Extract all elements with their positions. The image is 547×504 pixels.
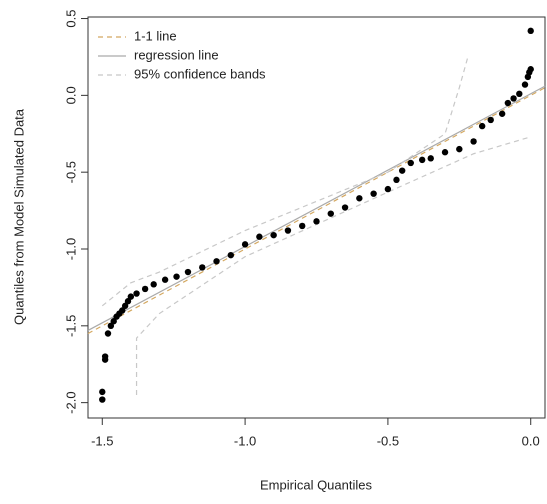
point [161, 276, 169, 283]
x-axis-label: Empirical Quantiles [260, 477, 372, 492]
point [418, 156, 426, 164]
legend-label: regression line [134, 47, 219, 62]
x-tick-label: -1.5 [91, 433, 113, 448]
point [101, 353, 109, 360]
point [99, 388, 106, 396]
point [456, 145, 463, 153]
y-axis-label: Quantiles from Model Simulated Data [11, 108, 26, 325]
series-line [87, 85, 546, 331]
point [133, 290, 140, 297]
series-line [101, 56, 469, 307]
point [284, 227, 292, 234]
point [121, 302, 129, 310]
point [104, 330, 112, 337]
point [356, 195, 363, 202]
y-tick-label: -1.5 [63, 315, 78, 337]
point [124, 298, 132, 305]
point [199, 264, 206, 271]
point [398, 167, 406, 174]
point [504, 99, 512, 107]
point [478, 122, 486, 130]
point [510, 95, 517, 102]
point [327, 210, 334, 217]
point [150, 281, 157, 288]
point [119, 307, 126, 314]
point [213, 258, 220, 265]
point [127, 293, 135, 300]
point [313, 218, 320, 225]
point [521, 81, 529, 88]
point [270, 231, 277, 239]
point [141, 285, 149, 293]
point [341, 204, 349, 211]
point [256, 233, 263, 240]
y-tick-label: 0.5 [63, 9, 78, 27]
point [470, 138, 477, 145]
legend-label: 1-1 line [134, 28, 177, 43]
point [516, 90, 523, 98]
point [384, 185, 392, 193]
point [299, 222, 306, 230]
x-tick-label: -0.5 [377, 433, 399, 448]
legend-label: 95% confidence bands [134, 66, 266, 81]
x-tick-label: -1.0 [234, 433, 256, 448]
y-tick-label: -2.0 [63, 391, 78, 413]
point [370, 190, 377, 197]
point [498, 110, 506, 117]
point [527, 27, 534, 35]
point [184, 268, 192, 276]
point [110, 318, 117, 325]
series-line [87, 87, 546, 335]
plot-frame [87, 16, 546, 419]
point [107, 322, 115, 330]
y-tick-label: -0.5 [63, 161, 78, 183]
point [407, 159, 414, 167]
x-tick-label: 0.0 [522, 433, 540, 448]
point [487, 116, 494, 124]
point [173, 273, 180, 280]
point [241, 241, 249, 248]
point [393, 176, 400, 184]
y-tick-label: 0.0 [63, 86, 78, 104]
point [527, 66, 534, 73]
point [427, 155, 434, 162]
point [99, 396, 106, 403]
y-tick-label: -1.0 [63, 238, 78, 260]
point [227, 251, 235, 259]
point [441, 149, 449, 156]
series-line [135, 136, 531, 395]
